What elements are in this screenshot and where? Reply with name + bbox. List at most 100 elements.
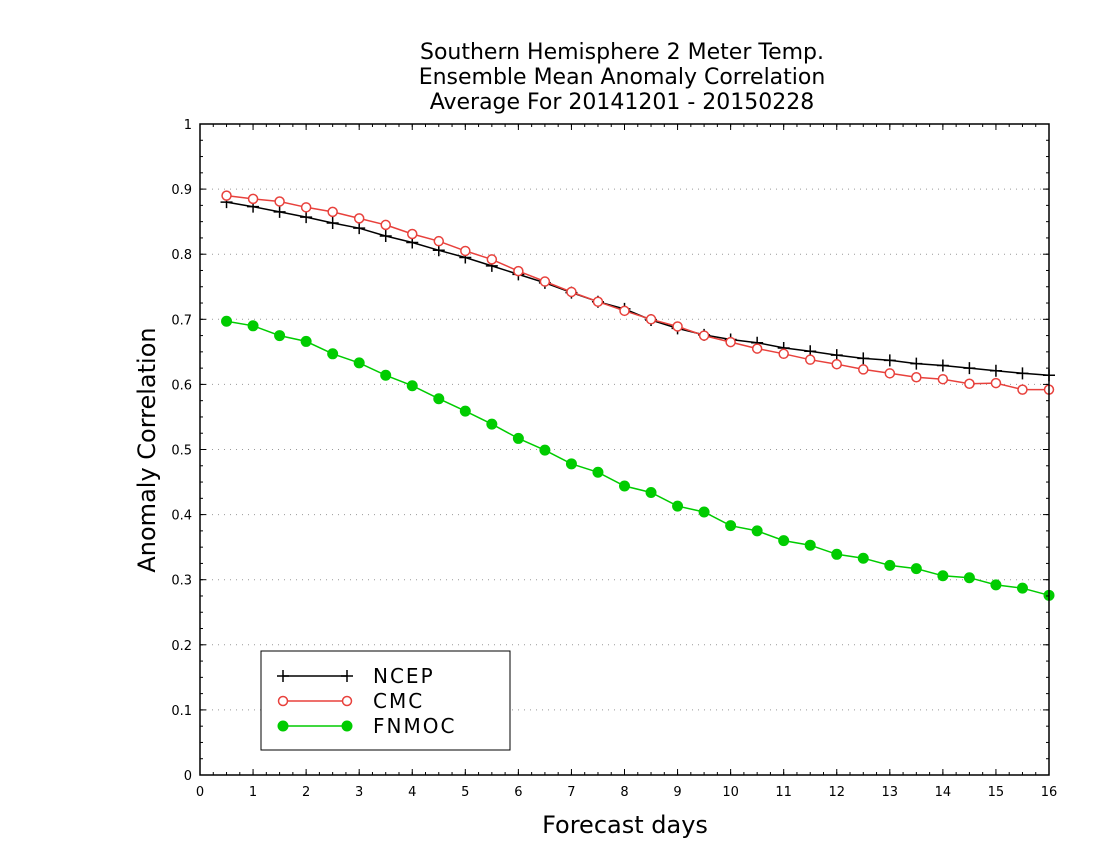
data-point-cmc	[911, 371, 922, 383]
legend-label-cmc: CMC	[373, 689, 424, 713]
x-tick-label: 15	[988, 785, 1005, 800]
legend-marker	[341, 670, 353, 682]
y-axis-title: Anomaly Correlation	[133, 327, 161, 572]
data-point-ncep	[936, 359, 949, 372]
data-point-cmc	[353, 213, 365, 224]
data-point-fnmoc	[1016, 582, 1028, 594]
x-tick-label: 12	[828, 785, 845, 800]
data-point-fnmoc	[327, 348, 339, 360]
series-ncep	[220, 196, 1055, 382]
data-point-cmc	[778, 348, 789, 360]
data-point-cmc	[247, 193, 259, 205]
data-point-fnmoc	[698, 506, 710, 518]
x-tick-label: 7	[567, 785, 575, 800]
x-tick-label: 11	[775, 785, 792, 800]
x-tick-label: 6	[514, 785, 522, 800]
data-point-cmc	[327, 206, 338, 218]
data-point-fnmoc	[778, 535, 790, 547]
data-point-cmc	[221, 190, 232, 201]
data-point-fnmoc	[539, 444, 551, 456]
x-tick-label: 14	[935, 785, 952, 800]
data-point-ncep	[910, 357, 923, 370]
data-point-fnmoc	[433, 393, 445, 405]
x-axis-title: Forecast days	[542, 811, 708, 839]
data-point-fnmoc	[565, 458, 577, 470]
data-point-fnmoc	[725, 520, 737, 532]
data-point-cmc	[884, 368, 896, 379]
y-axis: 0 0.1 0.2 0.3 0.4 0.5 0.6 0.7 0.8 0.9 1	[171, 118, 1049, 784]
x-tick-label: 0	[196, 785, 204, 800]
data-point-ncep	[353, 222, 366, 235]
x-tick-label: 8	[620, 785, 628, 800]
data-point-fnmoc	[486, 418, 498, 430]
data-point-fnmoc	[963, 572, 975, 584]
chart-title-line-2: Ensemble Mean Anomaly Correlation	[419, 65, 826, 90]
data-point-ncep	[883, 354, 896, 367]
x-tick-label: 5	[461, 785, 469, 800]
data-point-cmc	[566, 286, 577, 298]
x-tick-label: 10	[722, 785, 739, 800]
data-point-cmc	[486, 254, 498, 265]
data-point-cmc	[990, 377, 1002, 389]
chart-title: Southern Hemisphere 2 Meter Temp. Ensemb…	[419, 40, 826, 115]
y-tick-label: 0.4	[171, 509, 192, 524]
grid	[200, 123, 1049, 711]
series-fnmoc	[221, 315, 1055, 601]
data-point-cmc	[619, 305, 630, 317]
x-tick-label: 3	[355, 785, 363, 800]
data-point-fnmoc	[221, 315, 233, 327]
data-point-fnmoc	[619, 480, 630, 492]
x-axis: 0 1 2 3 4 5 6 7 8 9 10 11 12 13 14 15 16	[196, 124, 1057, 800]
data-point-cmc	[858, 364, 869, 375]
data-point-ncep	[963, 362, 976, 375]
data-point-fnmoc	[910, 563, 922, 575]
data-point-fnmoc	[804, 539, 816, 551]
data-point-fnmoc	[937, 570, 949, 582]
legend-entry-fnmoc: FNMOC	[277, 714, 454, 738]
chart-title-line-1: Southern Hemisphere 2 Meter Temp.	[420, 40, 824, 65]
data-point-ncep	[300, 211, 313, 224]
data-point-fnmoc	[300, 335, 312, 347]
x-tick-label: 1	[249, 785, 257, 800]
legend-entry-cmc: CMC	[277, 689, 424, 713]
data-point-fnmoc	[353, 357, 365, 369]
y-tick-label: 0.1	[171, 704, 192, 719]
y-tick-label: 0	[184, 769, 192, 784]
chart-title-line-3: Average For 20141201 - 20150228	[430, 90, 815, 115]
legend-marker	[341, 720, 353, 732]
legend-label-ncep: NCEP	[373, 664, 435, 688]
data-point-fnmoc	[512, 432, 524, 444]
data-point-fnmoc	[990, 579, 1002, 591]
data-point-fnmoc	[247, 320, 259, 332]
series-cmc	[221, 190, 1055, 395]
data-point-ncep	[379, 229, 392, 242]
data-point-cmc	[725, 336, 736, 348]
data-point-cmc	[937, 373, 949, 385]
data-point-cmc	[1017, 384, 1028, 395]
y-tick-label: 0.7	[171, 313, 192, 328]
data-point-cmc	[751, 343, 763, 354]
data-point-fnmoc	[380, 369, 392, 381]
legend-entry-ncep: NCEP	[277, 664, 435, 688]
y-tick-label: 0.2	[171, 639, 192, 654]
y-tick-label: 1	[184, 118, 192, 133]
data-point-fnmoc	[406, 380, 418, 392]
data-point-cmc	[672, 321, 683, 332]
legend-marker	[341, 695, 353, 707]
data-point-fnmoc	[884, 559, 896, 571]
y-tick-label: 0.5	[171, 444, 192, 459]
data-point-fnmoc	[645, 486, 657, 498]
data-point-cmc	[831, 358, 842, 370]
data-point-fnmoc	[274, 330, 286, 342]
data-point-ncep	[989, 364, 1002, 377]
data-point-cmc	[407, 228, 418, 240]
data-point-fnmoc	[672, 500, 684, 512]
legend-marker	[277, 720, 289, 732]
data-point-cmc	[698, 330, 710, 341]
data-point-fnmoc	[751, 525, 763, 537]
data-point-fnmoc	[831, 548, 843, 560]
data-point-ncep	[857, 352, 870, 365]
x-tick-label: 13	[882, 785, 899, 800]
data-point-cmc	[274, 196, 285, 207]
